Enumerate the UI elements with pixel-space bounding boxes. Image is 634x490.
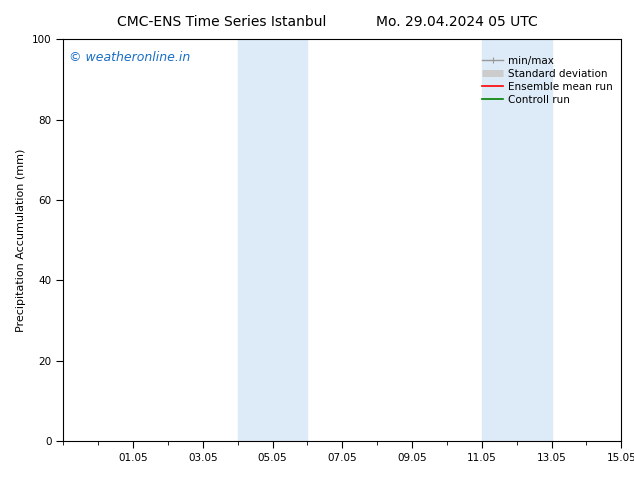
Text: © weatheronline.in: © weatheronline.in bbox=[69, 51, 190, 64]
Legend: min/max, Standard deviation, Ensemble mean run, Controll run: min/max, Standard deviation, Ensemble me… bbox=[479, 52, 616, 108]
Text: Mo. 29.04.2024 05 UTC: Mo. 29.04.2024 05 UTC bbox=[375, 15, 538, 29]
Bar bbox=[238, 39, 307, 441]
Y-axis label: Precipitation Accumulation (mm): Precipitation Accumulation (mm) bbox=[16, 148, 27, 332]
Bar bbox=[482, 39, 552, 441]
Text: CMC-ENS Time Series Istanbul: CMC-ENS Time Series Istanbul bbox=[117, 15, 327, 29]
